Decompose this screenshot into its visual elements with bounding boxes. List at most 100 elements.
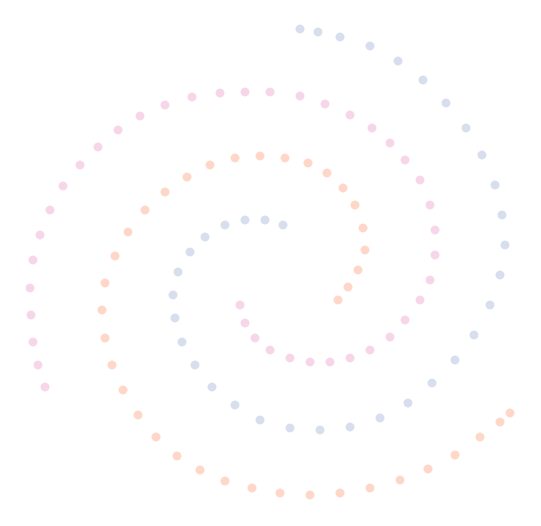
point xyxy=(45,205,55,215)
point xyxy=(40,382,50,392)
point xyxy=(28,255,38,265)
point xyxy=(495,270,505,280)
point xyxy=(275,488,285,498)
point xyxy=(477,150,487,160)
point xyxy=(495,417,505,427)
point xyxy=(26,310,36,320)
point xyxy=(461,123,471,133)
point xyxy=(335,32,345,42)
point xyxy=(313,27,323,37)
point xyxy=(305,490,315,500)
point xyxy=(33,360,43,370)
point xyxy=(315,425,325,435)
point xyxy=(172,451,182,461)
point xyxy=(247,483,257,493)
point xyxy=(365,483,375,493)
point xyxy=(75,160,85,170)
point xyxy=(100,278,110,288)
point xyxy=(35,230,45,240)
point xyxy=(255,415,265,425)
point xyxy=(140,205,150,215)
point xyxy=(338,183,348,193)
point xyxy=(365,345,375,355)
point xyxy=(441,98,451,108)
point xyxy=(285,423,295,433)
point xyxy=(358,223,368,233)
point xyxy=(350,200,360,210)
point xyxy=(113,125,123,135)
point xyxy=(182,172,192,182)
point xyxy=(280,153,290,163)
point xyxy=(423,464,433,474)
point xyxy=(418,75,428,85)
point xyxy=(403,398,413,408)
point xyxy=(490,180,500,190)
point xyxy=(195,465,205,475)
point xyxy=(28,337,38,347)
point xyxy=(295,24,305,34)
point xyxy=(425,275,435,285)
point xyxy=(450,355,460,365)
point xyxy=(305,357,315,367)
point xyxy=(427,378,437,388)
point xyxy=(320,99,330,109)
point xyxy=(160,187,170,197)
point xyxy=(345,422,355,432)
point xyxy=(469,330,479,340)
point xyxy=(303,158,313,168)
point xyxy=(123,227,133,237)
point xyxy=(322,168,332,178)
point xyxy=(170,313,180,323)
point xyxy=(450,450,460,460)
point xyxy=(205,160,215,170)
point xyxy=(100,333,110,343)
point xyxy=(260,215,270,225)
point xyxy=(230,400,240,410)
point xyxy=(200,232,210,242)
point xyxy=(367,123,377,133)
point xyxy=(345,110,355,120)
point xyxy=(343,282,353,292)
point xyxy=(160,100,170,110)
point xyxy=(151,432,161,442)
point xyxy=(353,265,363,275)
point xyxy=(425,200,435,210)
point xyxy=(190,360,200,370)
point xyxy=(235,300,245,310)
point xyxy=(133,410,143,420)
point xyxy=(187,92,197,102)
point xyxy=(107,360,117,370)
point xyxy=(400,155,410,165)
point xyxy=(118,385,128,395)
point xyxy=(500,240,510,250)
point xyxy=(430,250,440,260)
point xyxy=(345,353,355,363)
point xyxy=(375,413,385,423)
point xyxy=(365,41,375,51)
point xyxy=(505,408,515,418)
point xyxy=(220,220,230,230)
point xyxy=(335,488,345,498)
point xyxy=(135,111,145,121)
point xyxy=(240,318,250,328)
point xyxy=(385,332,395,342)
point xyxy=(333,295,343,305)
point xyxy=(230,153,240,163)
point xyxy=(415,175,425,185)
point xyxy=(220,476,230,486)
point xyxy=(93,142,103,152)
point xyxy=(475,432,485,442)
point xyxy=(278,220,288,230)
point xyxy=(360,245,370,255)
point xyxy=(97,305,107,315)
point xyxy=(255,151,265,161)
point xyxy=(185,247,195,257)
point xyxy=(265,345,275,355)
point xyxy=(393,56,403,66)
point xyxy=(25,283,35,293)
point xyxy=(265,87,275,97)
point xyxy=(240,215,250,225)
point xyxy=(173,267,183,277)
point xyxy=(430,225,440,235)
